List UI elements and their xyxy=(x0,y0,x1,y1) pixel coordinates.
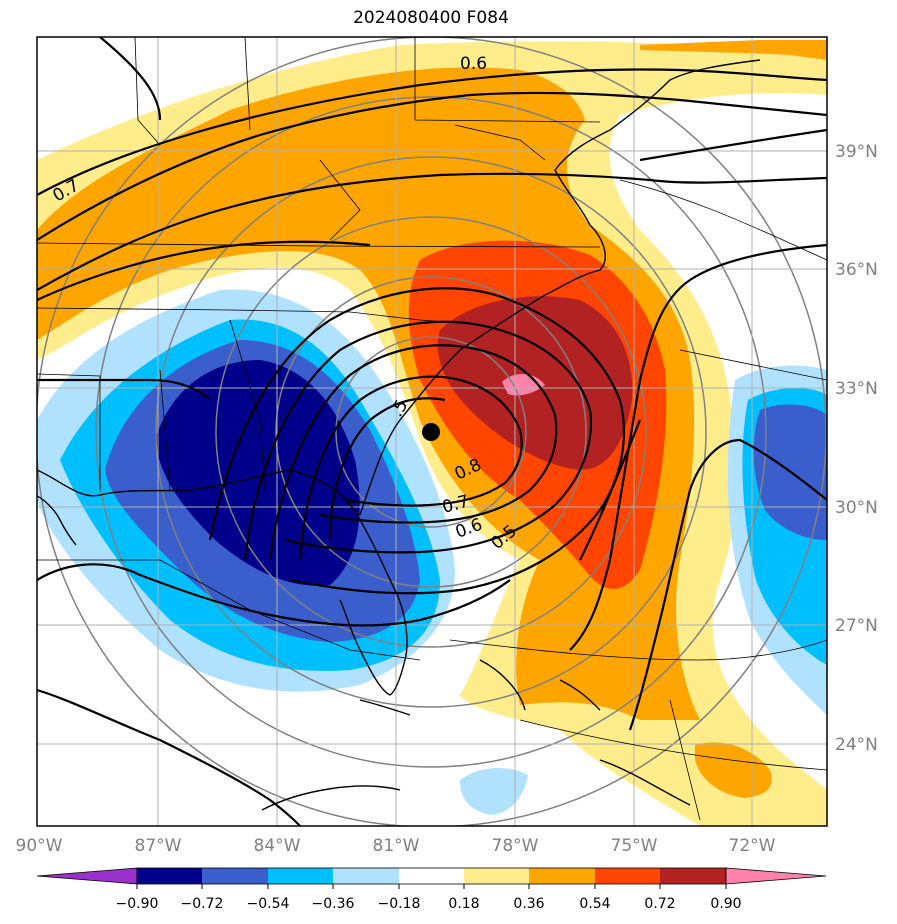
colorbar-bin-7 xyxy=(529,868,595,884)
colorbar-tick-label-5: −0.18 xyxy=(378,896,421,912)
colorbar-tick-label-8: 0.54 xyxy=(579,896,610,912)
contour-label-06-top: 0.6 xyxy=(460,54,487,74)
colorbar-outline xyxy=(136,867,727,885)
range-ring-3 xyxy=(215,216,647,648)
lon-label-87: 87°W xyxy=(135,836,182,856)
colorbar: −0.90 −0.72 −0.54 −0.36 −0.18 0.18 0.36 … xyxy=(36,867,827,912)
range-ring-6 xyxy=(37,37,827,826)
colorbar-tick-label-6: 0.18 xyxy=(448,896,479,912)
correlation-contours xyxy=(37,37,827,826)
map-frame xyxy=(36,36,828,827)
colorbar-tick-label-2: −0.72 xyxy=(181,896,224,912)
lat-label-30: 30°N xyxy=(835,498,878,518)
pos-036-south-region xyxy=(695,742,772,798)
colorbar-tick-label-4: −0.36 xyxy=(312,896,355,912)
colorbar-bin-5 xyxy=(399,868,464,884)
colorbar-ticks xyxy=(136,884,727,889)
colorbar-bin-6 xyxy=(464,868,529,884)
colorbar-bin-2 xyxy=(202,868,268,884)
colorbar-high-extension xyxy=(725,867,827,885)
longitude-labels: 90°W 87°W 84°W 81°W 78°W 75°W 72°W xyxy=(16,836,776,856)
colorbar-tick-label-9: 0.72 xyxy=(644,896,675,912)
colorbar-tick-label-3: −0.54 xyxy=(247,896,290,912)
neg-072-region xyxy=(155,360,360,586)
lon-label-81: 81°W xyxy=(373,836,420,856)
colorbar-tick-label-1: −0.90 xyxy=(116,896,159,912)
range-ring-2 xyxy=(275,276,587,588)
lon-label-84: 84°W xyxy=(254,836,301,856)
negative-anomaly-field xyxy=(37,289,827,815)
pos-036-ne-region xyxy=(640,40,827,60)
colorbar-bin-4 xyxy=(333,868,399,884)
lon-label-90: 90°W xyxy=(16,836,63,856)
range-ring-1 xyxy=(335,336,527,528)
lat-label-36: 36°N xyxy=(835,260,878,280)
lat-label-39: 39°N xyxy=(835,142,878,162)
pos-036-region xyxy=(37,67,700,721)
lat-label-33: 33°N xyxy=(835,379,878,399)
range-rings xyxy=(37,37,827,826)
lat-label-24: 24°N xyxy=(835,735,878,755)
range-ring-4 xyxy=(155,156,707,708)
colorbar-bin-9 xyxy=(660,868,726,884)
latitude-labels: 39°N 36°N 33°N 30°N 27°N 24°N xyxy=(835,142,878,755)
map-title: 2024080400 F084 xyxy=(353,8,509,28)
range-ring-5 xyxy=(95,96,767,768)
colorbar-bin-3 xyxy=(268,868,333,884)
lon-label-75: 75°W xyxy=(611,836,658,856)
caribbean-neg-018-region xyxy=(460,768,528,815)
colorbar-tick-label-7: 0.36 xyxy=(513,896,544,912)
colorbar-tick-label-10: 0.90 xyxy=(710,896,741,912)
correlation-contours-rings xyxy=(208,287,626,595)
colorbar-low-extension xyxy=(36,867,138,885)
map-canvas: 0.6 0.7 0.8 0.7 0.6 0.5 .5 xyxy=(37,37,827,826)
colorbar-bin-1 xyxy=(137,868,202,884)
colorbar-bin-8 xyxy=(595,868,660,884)
center-point-marker xyxy=(422,423,440,441)
lon-label-78: 78°W xyxy=(492,836,539,856)
lat-label-27: 27°N xyxy=(835,616,878,636)
lon-label-72: 72°W xyxy=(729,836,776,856)
